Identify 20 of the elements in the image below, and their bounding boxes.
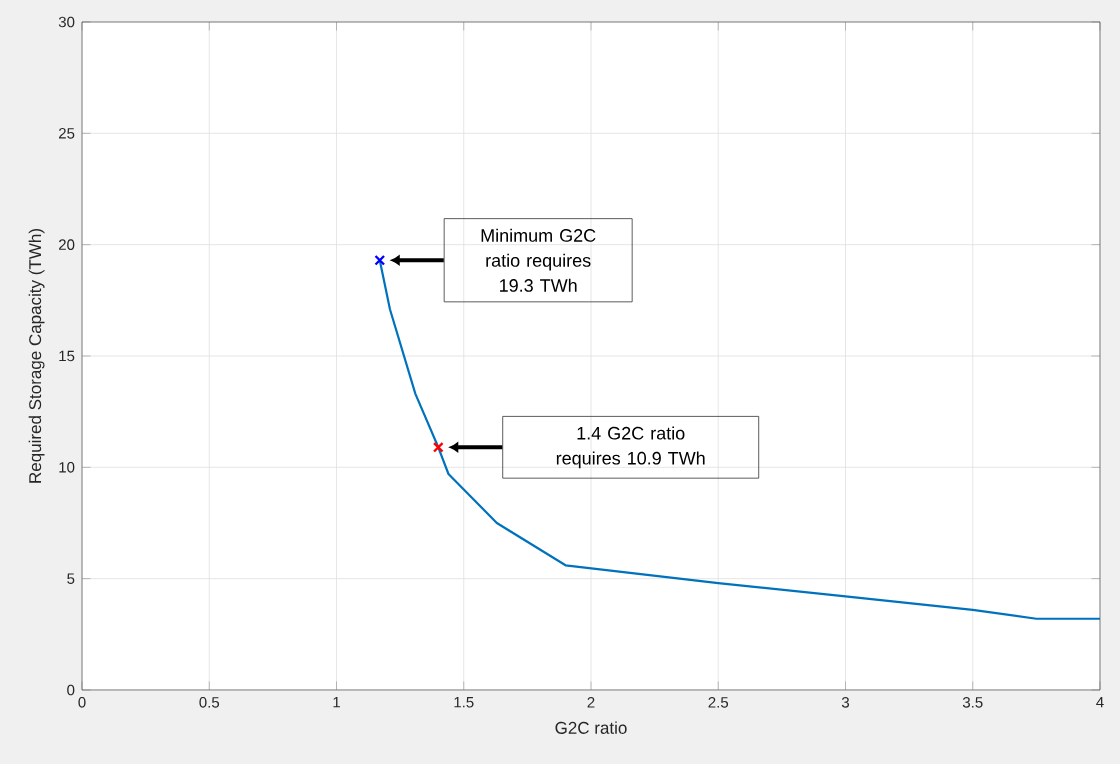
y-tick-label: 0 — [67, 684, 75, 696]
x-tick-label: 4 — [1096, 697, 1104, 708]
x-tick-label: 2.5 — [708, 697, 729, 708]
x-tick-label: 0 — [78, 697, 86, 708]
annotation: Minimum G2C ratio requires 19.3 TWh — [481, 228, 596, 292]
y-tick-label: 5 — [67, 573, 75, 584]
y-axis-title: Required Storage Capacity (TWh) — [28, 229, 45, 483]
x-tick-label: 0.5 — [199, 697, 220, 708]
y-tick-label: 30 — [58, 16, 75, 28]
x-tick-label: 3.5 — [962, 697, 983, 708]
x-axis-title: G2C ratio — [555, 721, 627, 734]
y-tick-label: 20 — [59, 239, 75, 250]
y-tick-label: 15 — [59, 350, 75, 362]
y-tick-label: 10 — [59, 462, 75, 473]
x-tick-label: 3 — [841, 697, 850, 708]
x-tick-label: 1.5 — [454, 697, 474, 708]
x-tick-label: 1 — [333, 697, 340, 708]
y-tick-label: 25 — [59, 128, 75, 139]
annotation: 1.4 G2C ratio requires 10.9 TWh — [556, 426, 705, 469]
x-tick-label: 2 — [587, 697, 595, 708]
